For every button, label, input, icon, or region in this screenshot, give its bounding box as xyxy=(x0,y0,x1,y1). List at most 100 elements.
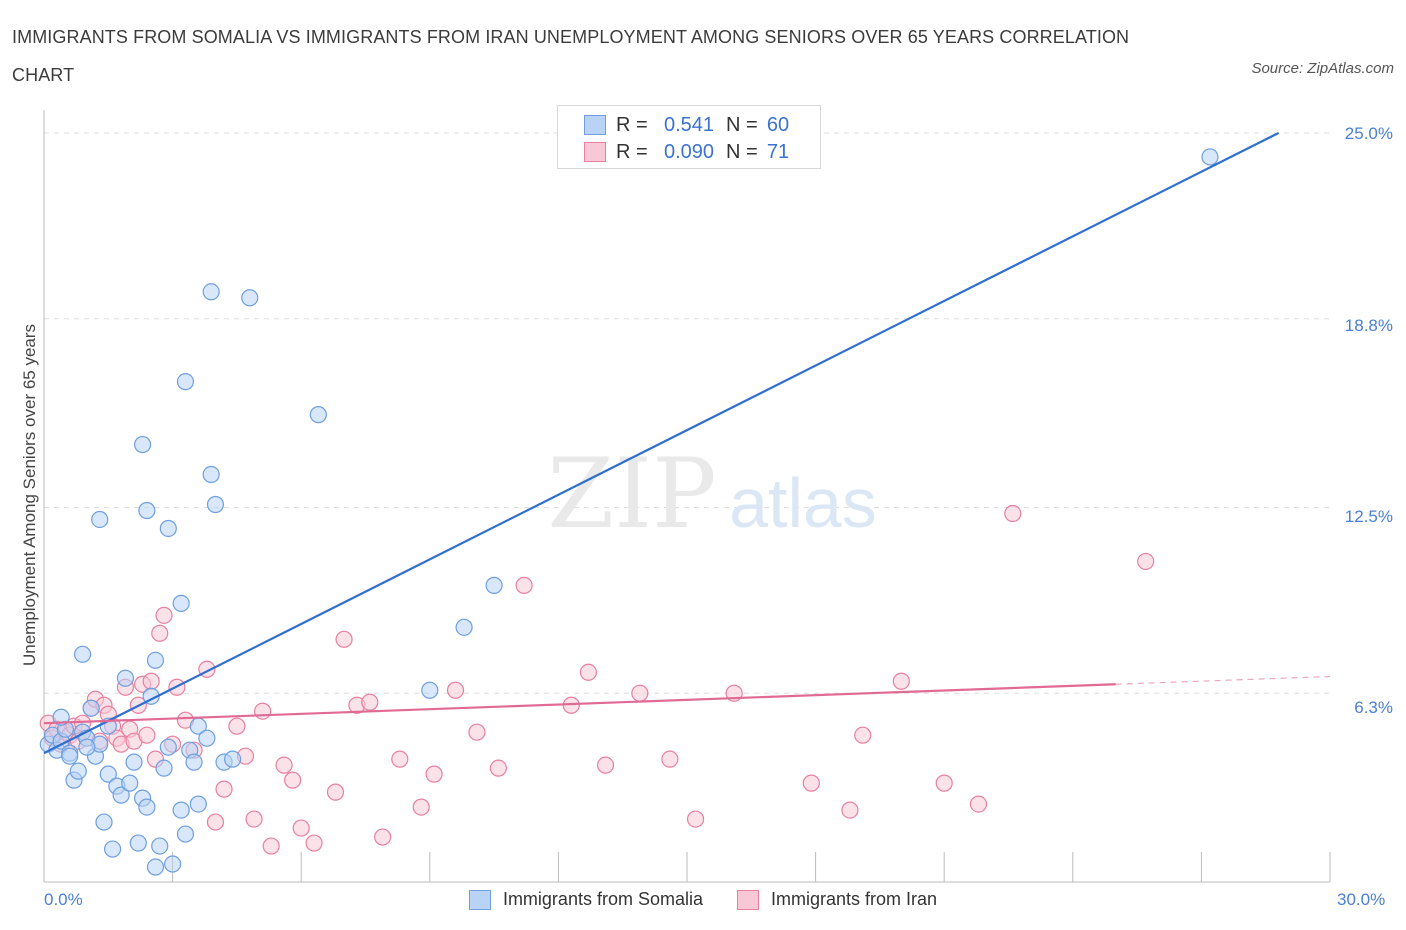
somalia-point xyxy=(52,708,70,726)
iran-point xyxy=(262,837,280,855)
somalia-point xyxy=(61,747,79,765)
somalia-point xyxy=(159,738,177,756)
somalia-point xyxy=(82,699,100,717)
iran-point xyxy=(215,780,233,798)
somalia-point xyxy=(103,840,122,858)
somalia-point xyxy=(138,501,156,520)
iran-point xyxy=(151,624,169,642)
legend-label: Immigrants from Somalia xyxy=(502,889,703,909)
somalia-point xyxy=(78,738,96,756)
trend-lines xyxy=(43,131,1331,755)
legend-item-iran[interactable]: Immigrants from Iran xyxy=(737,889,937,910)
y-tick-label: 12.5% xyxy=(1344,507,1393,526)
iran-point xyxy=(1137,552,1155,571)
iran-point xyxy=(841,801,859,819)
iran-point xyxy=(254,702,272,720)
series-somalia-points xyxy=(39,148,1219,876)
iran-point xyxy=(969,795,988,813)
iran-point xyxy=(292,819,310,837)
somalia-point xyxy=(112,786,130,804)
iran-point xyxy=(138,726,156,744)
iran-point xyxy=(515,576,533,594)
series-iran-points xyxy=(39,504,1155,855)
somalia-point xyxy=(133,435,152,454)
iran-point xyxy=(374,828,392,846)
iran-point xyxy=(892,672,910,690)
iran-point xyxy=(596,756,615,774)
somalia-point xyxy=(176,825,195,843)
somalia-point xyxy=(91,510,109,529)
iran-point xyxy=(1004,504,1022,523)
x-tick-label: 30.0% xyxy=(1337,890,1386,909)
somalia-point xyxy=(455,618,473,636)
iran-point xyxy=(155,606,173,624)
somalia-point xyxy=(164,855,182,873)
somalia-point xyxy=(151,837,169,855)
n-value: 71 xyxy=(766,140,790,163)
legend-row-somalia: R = 0.541 N = 60 xyxy=(584,113,798,137)
iran-point xyxy=(425,765,443,783)
iran-point xyxy=(935,774,953,792)
iran-swatch xyxy=(737,889,759,910)
iran-point xyxy=(142,672,160,690)
somalia-point xyxy=(309,406,327,424)
r-value: 0.090 xyxy=(663,140,715,163)
iran-point xyxy=(412,798,430,816)
somalia-point xyxy=(99,765,117,783)
somalia-point xyxy=(1201,148,1219,166)
iran-point xyxy=(391,750,409,768)
iran-point xyxy=(468,723,486,741)
watermark-atlas: atlas xyxy=(729,464,877,542)
iran-point xyxy=(489,759,507,777)
y-tick-label: 6.3% xyxy=(1354,698,1393,717)
somalia-point xyxy=(172,594,190,612)
chart-title: IMMIGRANTS FROM SOMALIA VS IMMIGRANTS FR… xyxy=(12,27,1130,85)
y-axis-label: Unemployment Among Seniors over 65 years xyxy=(20,323,39,667)
somalia-point xyxy=(155,759,173,777)
somalia-point xyxy=(172,801,190,819)
n-label: N = xyxy=(726,140,758,163)
y-tick-label: 25.0% xyxy=(1344,124,1393,143)
r-label: R = xyxy=(616,140,648,163)
somalia-point xyxy=(241,289,259,307)
iran-point xyxy=(326,783,345,801)
somalia-point xyxy=(185,753,203,771)
iran-point xyxy=(305,834,323,852)
somalia-point xyxy=(202,465,220,484)
somalia-point xyxy=(189,795,207,813)
iran-point xyxy=(361,693,379,711)
iran-point xyxy=(335,630,353,648)
somalia-point xyxy=(159,519,177,538)
r-label: R = xyxy=(616,113,648,136)
iran-point xyxy=(206,813,225,831)
somalia-point xyxy=(73,645,92,663)
somalia-point xyxy=(121,774,139,792)
n-label: N = xyxy=(726,113,758,136)
somalia-point xyxy=(95,813,113,831)
somalia-point xyxy=(146,651,165,669)
iran-swatch xyxy=(584,142,606,162)
iran-trend-extension xyxy=(1115,675,1331,685)
legend-item-somalia[interactable]: Immigrants from Somalia xyxy=(468,889,703,910)
n-value: 60 xyxy=(766,113,790,136)
watermark-zip: ZIP xyxy=(547,438,716,550)
iran-point xyxy=(275,756,293,774)
somalia-point xyxy=(116,669,135,687)
iran-point xyxy=(854,726,872,744)
source-note: Source: ZipAtlas.com xyxy=(1251,60,1394,77)
somalia-point xyxy=(206,495,225,514)
somalia-point xyxy=(198,729,216,747)
somalia-point xyxy=(421,681,439,699)
somalia-swatch xyxy=(584,115,606,135)
iran-trend-line xyxy=(43,683,1116,725)
stats-legend: R = 0.541 N = 60 R = 0.090 N = 71 xyxy=(557,105,821,169)
x-tick-label: 0.0% xyxy=(44,890,83,909)
somalia-point xyxy=(202,283,220,301)
legend-label: Immigrants from Iran xyxy=(771,889,938,909)
watermark: ZIP atlas xyxy=(547,438,877,550)
iran-point xyxy=(579,663,598,681)
iran-point xyxy=(446,681,465,699)
iran-point xyxy=(802,774,820,792)
somalia-point xyxy=(138,798,156,816)
